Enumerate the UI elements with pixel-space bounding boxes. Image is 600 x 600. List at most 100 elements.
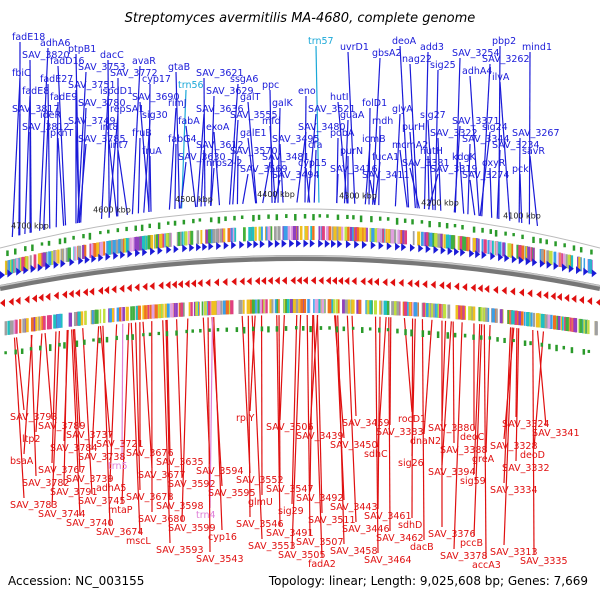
gene-arrow-reverse: [274, 276, 280, 285]
tick-mark: [587, 349, 591, 353]
feature-bar: [154, 234, 158, 249]
connector-line: [409, 63, 418, 209]
tick-mark: [529, 341, 532, 346]
connector-line: [346, 315, 357, 523]
feature-bar: [91, 310, 94, 325]
connector-line: [411, 318, 414, 519]
tick-mark: [326, 214, 329, 218]
tick-mark: [436, 331, 440, 339]
scale-label: 4200 kbp: [421, 198, 459, 207]
gene-label: SAV_3334: [490, 485, 538, 496]
feature-bar: [542, 314, 545, 329]
feature-bar: [118, 239, 121, 254]
gene-arrow-forward: [378, 241, 384, 250]
connector-line: [452, 321, 455, 444]
gene-label: SAV_3744: [38, 509, 86, 520]
feature-bar: [111, 240, 114, 255]
feature-bar: [553, 251, 557, 266]
gene-arrow-forward: [247, 240, 253, 249]
feature-bar: [565, 317, 569, 332]
feature-bar: [307, 299, 310, 314]
tick-mark: [472, 226, 476, 233]
feature-colors-reverse: [4, 299, 598, 336]
connector-line: [291, 314, 302, 549]
feature-bar: [557, 315, 561, 330]
tick-mark: [142, 333, 145, 337]
gene-label: SAV_3636: [196, 104, 244, 115]
connector-line: [162, 320, 171, 544]
tick-mark: [301, 326, 305, 331]
gene-label: nrps2-2: [206, 158, 242, 169]
feature-bar: [449, 234, 452, 249]
connector-line: [73, 329, 81, 429]
tick-mark: [395, 217, 399, 225]
feature-bar: [33, 317, 36, 332]
gene-arrow-forward: [253, 240, 259, 249]
connector-line: [23, 334, 33, 455]
connector-line: [409, 167, 420, 209]
tick-mark: [148, 332, 152, 337]
gene-arrow-reverse: [407, 279, 413, 288]
connector-line: [273, 179, 281, 203]
gene-arrow-forward: [361, 240, 367, 249]
gene-arrow-reverse: [254, 277, 260, 286]
gene-arrow-forward: [69, 258, 75, 267]
connector-line: [459, 161, 465, 214]
gene-label: SAV_3262: [482, 54, 530, 65]
feature-bar: [16, 258, 19, 273]
gene-label: sig26: [398, 458, 424, 469]
feature-bar: [200, 229, 203, 244]
gene-label: SAV_3783: [10, 500, 58, 511]
gene-arrow-forward: [166, 245, 172, 254]
gene-arrow-forward: [481, 251, 487, 260]
feature-bar: [315, 299, 319, 314]
tick-mark: [479, 335, 483, 340]
feature-bar: [431, 232, 435, 247]
gene-label: fadE27: [40, 74, 73, 85]
feature-bar: [48, 251, 52, 266]
gene-label: SAV_3458: [330, 546, 378, 557]
feature-bar: [68, 312, 73, 327]
gene-arrow-forward: [120, 250, 126, 259]
tick-mark: [14, 349, 17, 355]
connector-line: [166, 319, 171, 456]
connector-line: [181, 318, 189, 522]
feature-bar: [299, 226, 303, 240]
tick-mark: [540, 342, 544, 347]
gene-label: SAV_3439: [296, 431, 344, 442]
feature-bar: [374, 300, 377, 315]
connector-line: [63, 330, 68, 486]
gene-label: SAV_3785: [78, 134, 126, 145]
connector-line: [72, 329, 81, 473]
gene-label: hutH: [420, 146, 443, 157]
feature-bar: [507, 243, 511, 258]
connector-line: [165, 319, 171, 500]
feature-bar: [124, 238, 126, 253]
feature-bar: [127, 237, 130, 252]
feature-bar: [530, 312, 533, 327]
connector-line: [139, 101, 150, 213]
gene-label: savR: [522, 146, 545, 157]
feature-bar: [147, 235, 151, 250]
gene-arrow-forward: [259, 240, 265, 249]
gene-label: SAV_3344: [462, 134, 510, 145]
tick-mark: [48, 344, 52, 352]
tick-mark: [31, 244, 34, 252]
gene-arrow-reverse: [398, 278, 404, 287]
gene-label: SAV_3547: [266, 484, 314, 495]
gene-arrow-forward: [370, 241, 376, 250]
gene-arrow-forward: [173, 245, 179, 254]
gene-label: SAV_3416: [330, 164, 378, 175]
connector-line: [130, 322, 141, 535]
feature-bar: [129, 237, 132, 252]
feature-bar: [321, 226, 325, 241]
tick-mark: [251, 326, 255, 332]
gene-arrow-forward: [337, 239, 343, 248]
gene-label: icmB: [362, 134, 386, 145]
gene-arrow-reverse: [595, 299, 600, 306]
feature-bar: [292, 226, 297, 241]
tick-mark: [225, 327, 229, 332]
feature-bar: [428, 303, 432, 318]
gene-label: SAV_3521: [308, 104, 356, 115]
feature-bar: [161, 233, 165, 248]
